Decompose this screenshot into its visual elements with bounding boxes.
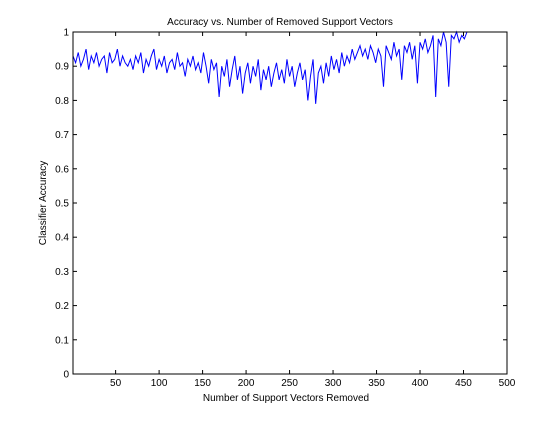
y-tick-label: 0.9 (55, 62, 69, 73)
x-tick-label: 250 (281, 378, 298, 389)
x-tick-label: 500 (499, 378, 516, 389)
x-axis-label: Number of Support Vectors Removed (203, 393, 369, 404)
y-axis-label: Classifier Accuracy (38, 161, 49, 245)
series-line-accuracy (72, 30, 468, 104)
x-tick-label: 200 (238, 378, 255, 389)
y-tick-label: 0.1 (55, 335, 69, 346)
y-tick-label: 0.7 (55, 130, 69, 141)
y-tick-label: 0.5 (55, 199, 69, 210)
plot-area (73, 32, 507, 374)
x-axis-ticks: 50 100 150 200 250 300 350 400 450 500 (110, 32, 516, 389)
y-tick-label: 1 (63, 28, 69, 39)
plot-frame (72, 31, 508, 375)
y-tick-label: 0.6 (55, 164, 69, 175)
y-tick-label: 0.4 (55, 233, 69, 244)
x-tick-label: 300 (325, 378, 342, 389)
y-axis-ticks: 0 0.1 0.2 0.3 0.4 0.5 0.6 0.7 0.8 0.9 1 (55, 28, 507, 381)
x-tick-label: 450 (455, 378, 472, 389)
y-tick-label: 0.3 (55, 267, 69, 278)
x-tick-label: 350 (368, 378, 385, 389)
y-tick-label: 0.2 (55, 301, 69, 312)
x-tick-label: 100 (151, 378, 168, 389)
y-tick-label: 0 (63, 370, 69, 381)
x-tick-label: 400 (412, 378, 429, 389)
y-tick-label: 0.8 (55, 96, 69, 107)
x-tick-label: 50 (110, 378, 122, 389)
x-tick-label: 150 (194, 378, 211, 389)
chart-title: Accuracy vs. Number of Removed Support V… (167, 17, 393, 28)
